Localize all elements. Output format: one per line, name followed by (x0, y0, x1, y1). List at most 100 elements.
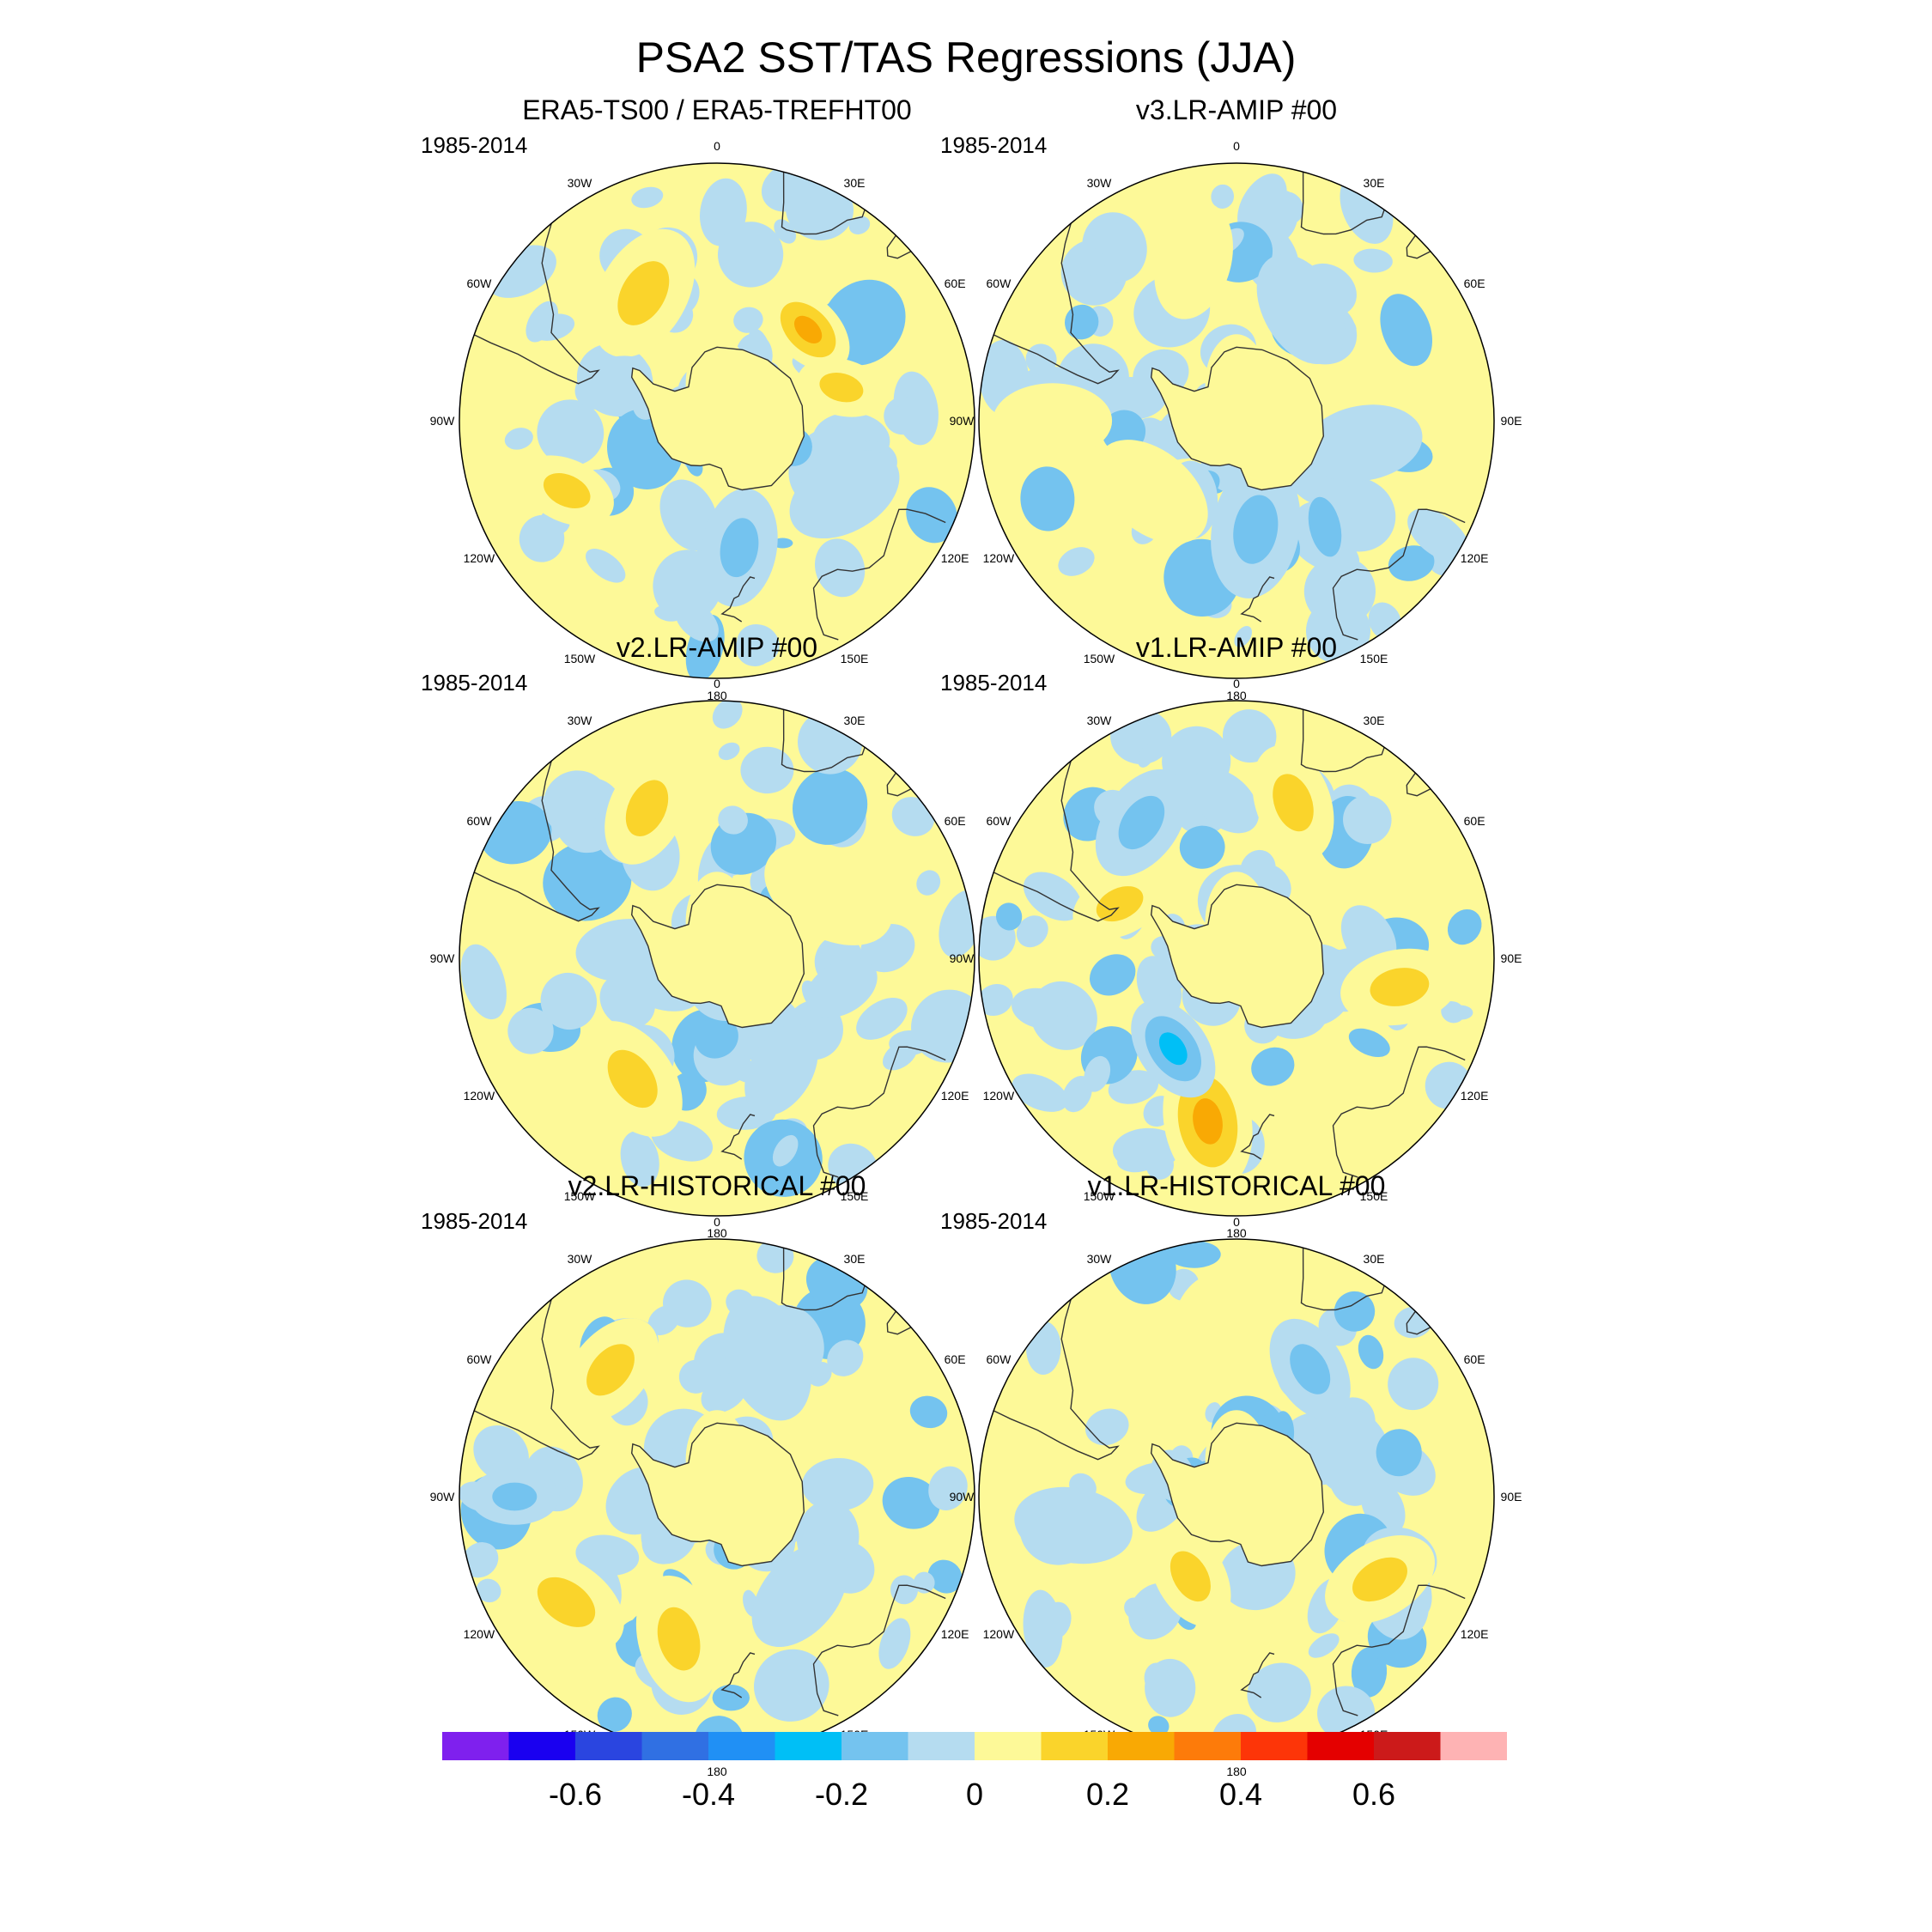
coastline (886, 1310, 922, 1335)
coastline (473, 223, 600, 385)
lon-label: 0 (1233, 1215, 1240, 1229)
lon-label: 120E (941, 1627, 969, 1641)
field-patch (476, 1578, 501, 1603)
panel-title: v1.LR-HISTORICAL #00 (1087, 1170, 1386, 1201)
colorbar-swatch (1108, 1732, 1175, 1760)
lon-label: 120W (464, 1089, 495, 1103)
colorbar-tick-label: 0 (966, 1777, 983, 1812)
lon-label: 30W (1087, 176, 1113, 190)
field-patch (1447, 908, 1482, 945)
field-patch (460, 944, 507, 1020)
field-patch (663, 1279, 712, 1327)
anomaly-contour (1096, 886, 1144, 922)
field-patch (507, 1007, 554, 1054)
anomaly-contour (1303, 404, 1423, 482)
field-patch (884, 397, 921, 435)
antarctica-coastline (1150, 1422, 1325, 1567)
lon-label: 120W (464, 1627, 495, 1641)
field-patch (1311, 1408, 1390, 1497)
lon-label: 180 (707, 689, 727, 702)
lon-label: 150E (1360, 1189, 1388, 1203)
lon-label: 60W (467, 1352, 493, 1366)
lon-label: 90W (430, 951, 456, 965)
anomaly-contour (793, 315, 823, 344)
field-patch (1308, 1633, 1340, 1658)
field-patch (1376, 1429, 1422, 1477)
coastline (812, 1046, 946, 1178)
field-patch (712, 701, 743, 729)
lon-label: 60E (1464, 814, 1485, 828)
lon-label: 30W (568, 176, 593, 190)
colorbar-swatch (775, 1732, 842, 1760)
lon-label: 120W (983, 1627, 1015, 1641)
anomaly-contour (537, 1577, 596, 1627)
panel-period: 1985-2014 (421, 132, 528, 158)
anomaly-contour (720, 518, 759, 578)
coastline (473, 1299, 600, 1461)
lon-label: 90E (1501, 1490, 1522, 1504)
figure-title: PSA2 SST/TAS Regressions (JJA) (635, 33, 1297, 82)
field-patch (740, 746, 794, 794)
field-patch (1234, 625, 1253, 647)
field-patch (805, 958, 878, 1018)
lon-label: 30W (1087, 714, 1113, 727)
field-patch (882, 1476, 940, 1529)
lon-label: 60E (945, 276, 966, 290)
coastline (781, 1248, 866, 1311)
polar-map: 0 30E 60E 90E 120E 150E 180 150W 120W 90W 60W 30W (950, 677, 1522, 1240)
panel-title: ERA5-TS00 / ERA5-TREFHT00 (522, 94, 912, 125)
anomaly-contour (1154, 202, 1233, 319)
lon-label: 30W (1087, 1252, 1113, 1266)
colorbar-tick-label: -0.6 (549, 1777, 602, 1812)
lon-label: 150W (1084, 652, 1115, 665)
anomaly-contour (1273, 774, 1314, 832)
colorbar-tick-label: 0.2 (1086, 1777, 1129, 1812)
lon-label: 30E (844, 1252, 866, 1266)
lon-label: 30E (1364, 176, 1385, 190)
lon-label: 30W (568, 1252, 593, 1266)
coastline (812, 1584, 946, 1716)
lon-label: 90W (950, 951, 975, 965)
field-patch (1308, 496, 1342, 557)
polar-map: 0 30E 60E 90E 120E 150E 180 150W 120W 90W 60W 30W (950, 139, 1522, 702)
lon-label: 180 (1226, 1765, 1247, 1778)
antarctica-coastline (630, 346, 805, 491)
map-panel: v2.LR-AMIP #00 1985-2014 030E60E90E120E1… (421, 632, 1002, 1240)
lon-label: 150W (564, 652, 596, 665)
lon-label: 60W (467, 276, 493, 290)
field-patch (916, 870, 941, 896)
lon-label: 60W (987, 276, 1012, 290)
field-patch (1012, 1073, 1068, 1112)
lon-label: 30W (568, 714, 593, 727)
lon-label: 90W (430, 414, 456, 428)
field-patch (540, 972, 598, 1030)
field-patch (1348, 1028, 1390, 1058)
field-patch (737, 624, 780, 664)
anomaly-contour (789, 450, 900, 539)
lon-label: 60E (1464, 276, 1485, 290)
coastline (993, 761, 1120, 922)
panel-period: 1985-2014 (421, 670, 528, 696)
field-patch (694, 1016, 738, 1059)
colorbar-tick-label: 0.6 (1352, 1777, 1395, 1812)
lon-label: 150W (564, 1189, 596, 1203)
coastline (1300, 172, 1385, 235)
lon-label: 180 (707, 1765, 727, 1778)
anomaly-contour (1096, 440, 1208, 544)
coastline (812, 508, 946, 641)
coastline (1240, 1114, 1275, 1160)
panel-title: v1.LR-AMIP #00 (1135, 632, 1338, 663)
colorbar: -0.6 -0.4 -0.2 0 0.2 0.4 0.6 (442, 1732, 1507, 1812)
lon-label: 180 (707, 1226, 727, 1240)
field-patch (1388, 545, 1435, 581)
anomaly-contour (1118, 795, 1165, 850)
field-patch (1303, 556, 1376, 627)
coastline (1332, 1584, 1466, 1716)
anomaly-contour (1158, 1032, 1188, 1066)
anomaly-contour (1370, 968, 1430, 1006)
field-patch (718, 742, 740, 761)
field-patch (827, 1340, 864, 1376)
field-patch (462, 1542, 499, 1578)
field-patch (1112, 1127, 1182, 1171)
colorbar-swatch (1174, 1732, 1242, 1760)
